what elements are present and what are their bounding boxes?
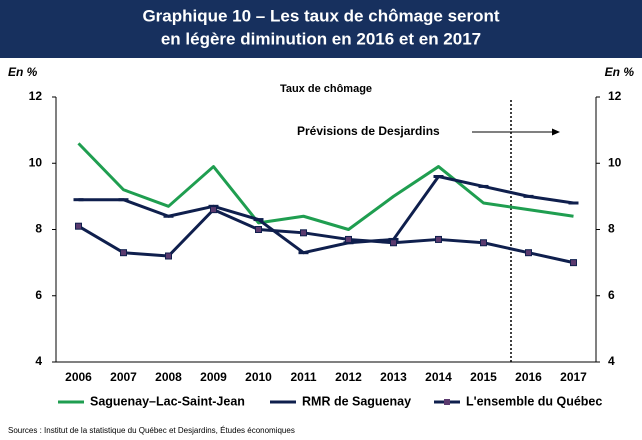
y2-tick-label: 12: [608, 89, 622, 103]
marker: [480, 239, 487, 247]
x-tick-label: 2016: [515, 370, 542, 384]
x-tick-label: 2006: [65, 370, 92, 384]
y2-tick-label: 10: [608, 155, 622, 169]
y2-tick-label: 4: [608, 354, 615, 368]
x-tick-label: 2017: [560, 370, 587, 384]
y2-tick-label: 6: [608, 288, 615, 302]
chart-subtitle: Taux de chômage: [280, 83, 372, 95]
x-tick-label: 2010: [245, 370, 272, 384]
y-tick-label: 4: [35, 354, 42, 368]
series-line: [78, 175, 574, 255]
marker: [390, 239, 397, 247]
marker: [75, 222, 82, 230]
x-tick-label: 2015: [470, 370, 497, 384]
legend-marker: [444, 399, 450, 405]
x-tick-label: 2007: [110, 370, 137, 384]
chart-title: Graphique 10 – Les taux de chômage seron…: [142, 6, 499, 25]
x-tick-label: 2013: [380, 370, 407, 384]
x-tick-label: 2008: [155, 370, 182, 384]
y-tick-label: 8: [35, 222, 42, 236]
annotation: Prévisions de Desjardins: [297, 124, 440, 138]
marker: [165, 252, 172, 260]
series-line: [77, 142, 574, 231]
marker: [435, 235, 442, 243]
y-axis-label: En %: [8, 65, 38, 79]
y-tick-label: 10: [29, 155, 43, 169]
x-tick-label: 2014: [425, 370, 452, 384]
chart-title: en légère diminution en 2016 et en 2017: [161, 29, 481, 48]
marker: [570, 259, 577, 267]
marker: [300, 229, 307, 237]
marker: [120, 249, 127, 257]
marker: [255, 226, 262, 233]
y-tick-label: 6: [35, 288, 42, 302]
x-tick-label: 2011: [290, 370, 316, 384]
marker: [345, 235, 352, 243]
legend-label: Saguenay–Lac-Saint-Jean: [90, 394, 245, 408]
title-banner: [0, 0, 642, 58]
marker: [210, 206, 217, 214]
legend-label: RMR de Saguenay: [302, 394, 411, 408]
x-tick-label: 2012: [335, 370, 362, 384]
legend-label: L'ensemble du Québec: [466, 394, 602, 408]
y2-tick-label: 8: [608, 222, 615, 236]
x-tick-label: 2009: [200, 370, 227, 384]
annotation-arrow-head: [552, 128, 560, 136]
y2-axis-label: En %: [605, 65, 635, 79]
marker: [525, 249, 532, 257]
source-note: Sources : Institut de la statistique du …: [8, 426, 295, 435]
y-tick-label: 12: [29, 89, 43, 103]
series-line: [77, 208, 574, 265]
